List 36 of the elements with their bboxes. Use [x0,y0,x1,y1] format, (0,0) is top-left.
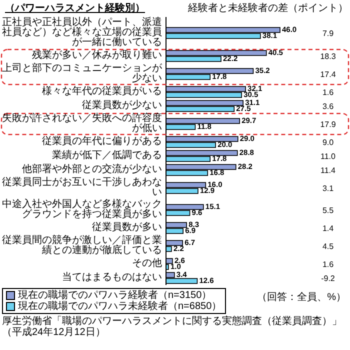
y-tick-label: 当てはまるものはない [61,272,162,283]
text: 11.4 [320,166,336,175]
y-tick-label: 残業が多い／休みが取り難い [31,50,162,61]
text: 3.1 [322,184,334,193]
text: 18.3 [320,52,336,61]
text: 1.6 [322,88,334,97]
legend-label: 現在の職場でのパワハラ経験者（n=3150） [17,290,213,301]
text: 3.6 [322,102,334,111]
text: 4.5 [322,242,334,251]
text: 9.0 [322,138,334,147]
text: （回答：全員、%） [257,291,346,304]
y-tick-label: 従業員間の競争が激しい／評価と業績との連動が徹底している [2,235,162,256]
y-tick-label: 中途入社や外国人など多様なバックグラウンドを持つ従業員が多い [2,199,162,220]
text: 17.4 [320,70,336,79]
y-tick-label: 様々な年代の従業員がいる [41,86,162,97]
text: 17.9 [320,120,336,129]
y-tick-label: 他部署や外部との交流が少ない [21,164,162,175]
y-tick-label: その他 [131,258,162,269]
y-tick-label: 正社員や正社員以外（パート、派遣社員など）など様々な立場の従業員が一緒に働いている [2,17,162,48]
text: 経験者と未経験者の差（ポイント） [188,2,348,15]
text: 厚生労働省「職場のパワーハラスメントに関する実態調査（従業員調査）」（平成24年12月12日） [2,316,343,338]
text: 5.5 [322,206,334,215]
y-tick-label: 従業員同士がお互いに干渉しあわない [2,177,162,198]
y-tick-label: 上司と部下のコミュニケーションが少ない [2,63,162,84]
y-tick-label: 業績が低下／低調である [51,150,162,161]
y-tick-label: 失敗が許されない／失敗への許容度が低い [2,113,162,134]
text: 7.9 [322,29,334,38]
text: （パワーハラスメント経験別） [5,2,145,15]
legend-label: 現在の職場でのパワハラ未経験者（n=6850） [17,301,222,312]
text: 11.0 [320,152,336,161]
y-tick-label: 従業員数が多い [91,222,162,233]
text: 1.4 [322,224,334,233]
text: -9.2 [321,274,336,283]
y-tick-label: 従業員数が少ない [81,100,162,111]
y-tick-label: 従業員の年代に偏りがある [41,136,162,147]
text: 1.6 [322,260,334,269]
